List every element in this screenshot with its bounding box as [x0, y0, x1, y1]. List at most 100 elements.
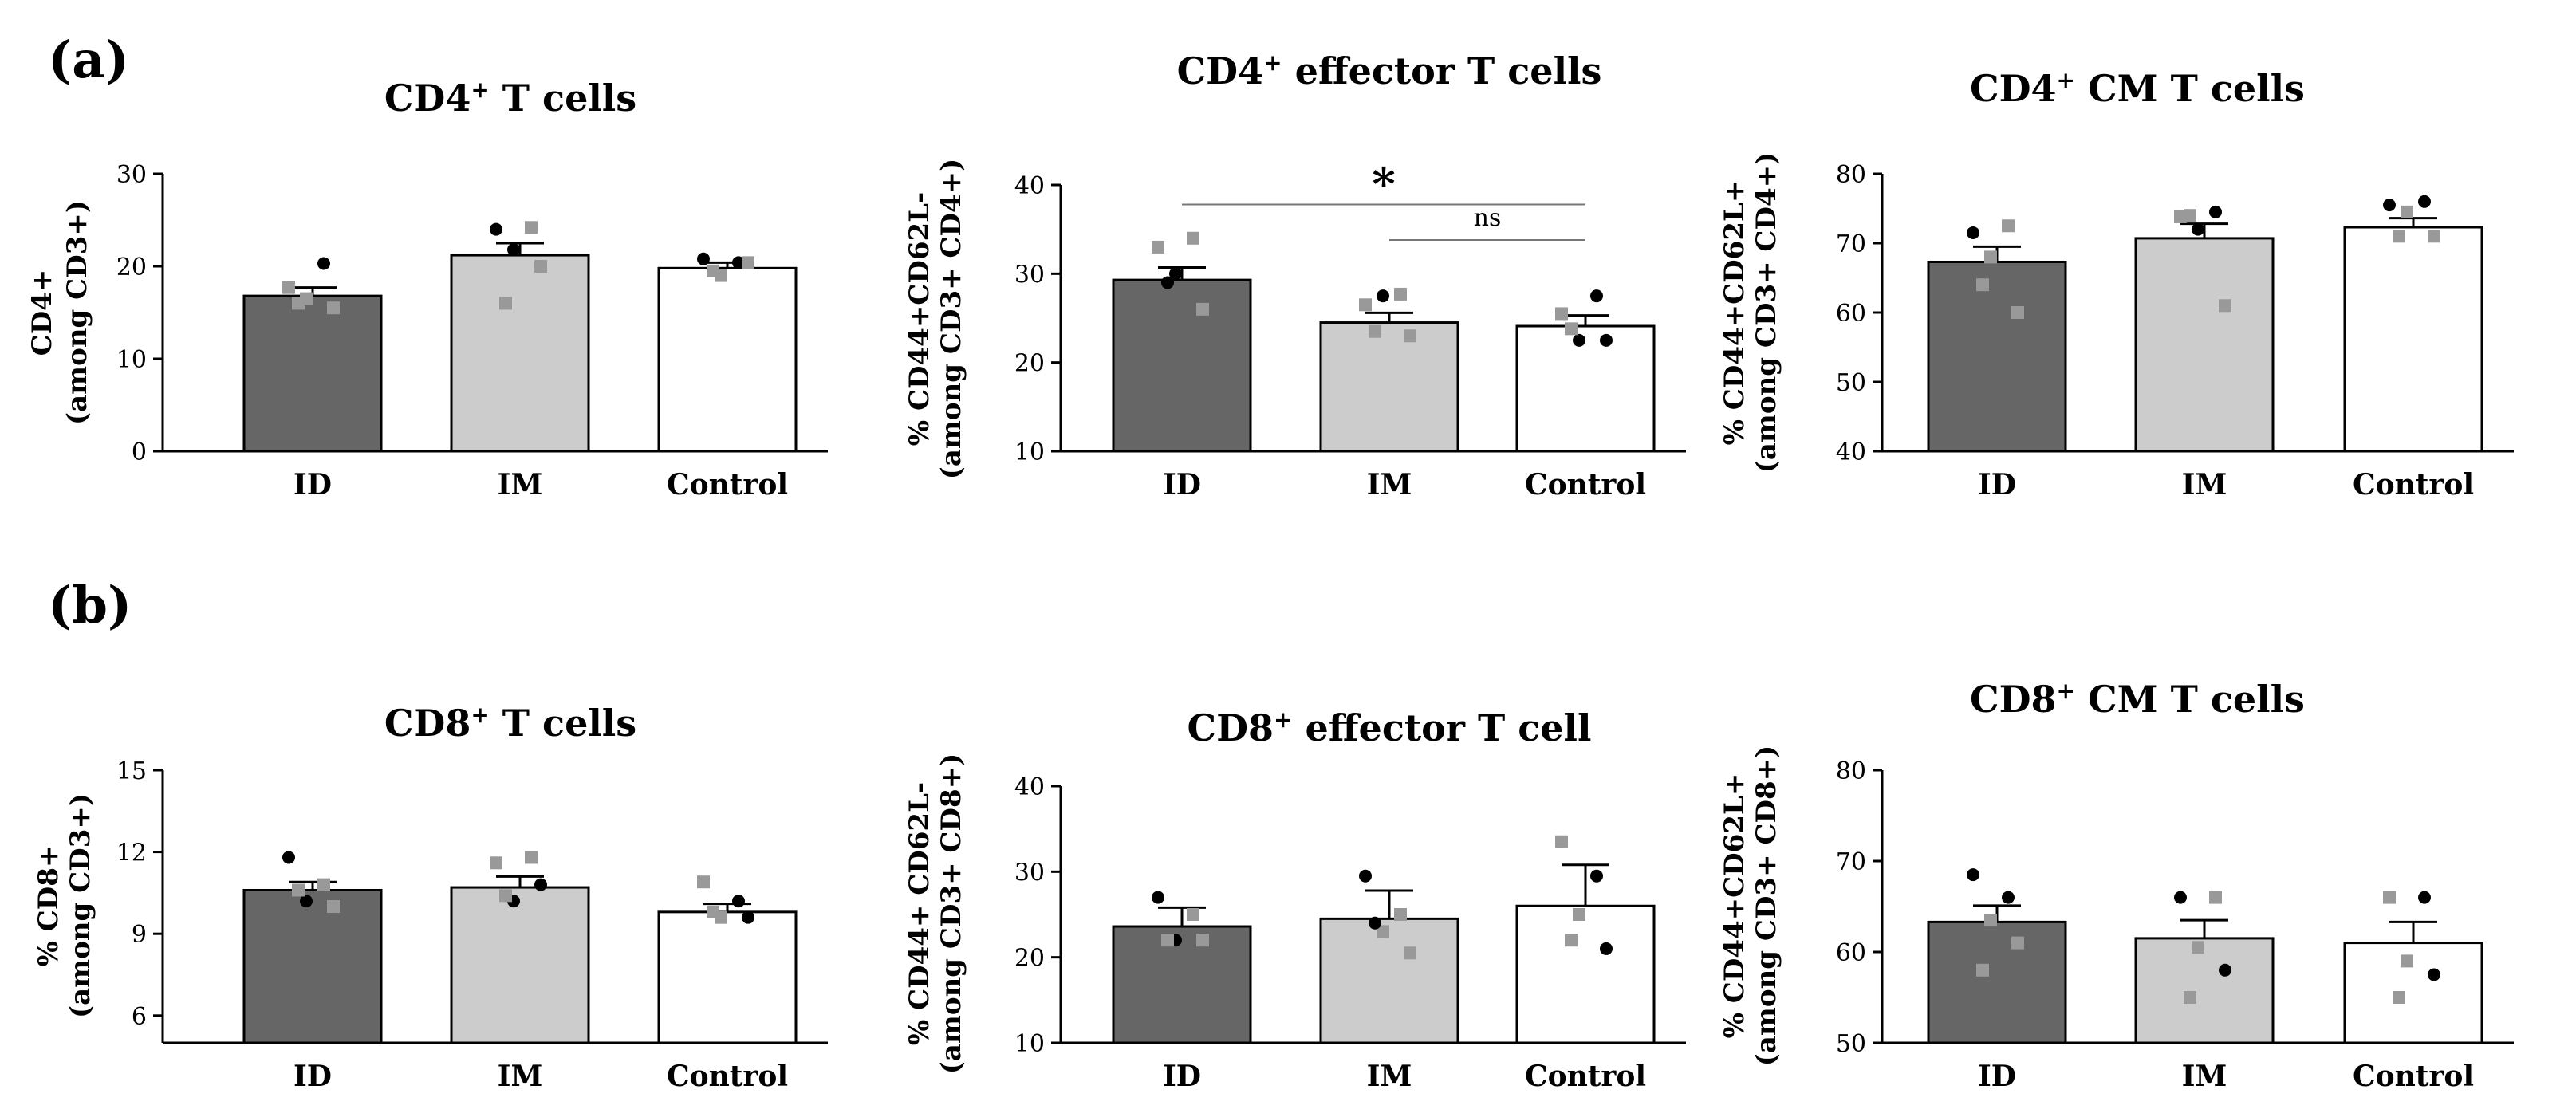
- data-point: [2219, 299, 2231, 313]
- chart-svg: 0 10 20 30 CD4+ (among CD3+) ID IM Control: [26, 161, 828, 501]
- y-tick-label: 70: [1836, 848, 1866, 876]
- data-point: [2174, 891, 2187, 904]
- data-point: [1967, 226, 1979, 239]
- bar-im: [2134, 237, 2275, 453]
- y-tick-label: 10: [116, 346, 147, 374]
- data-point: [1565, 322, 1578, 336]
- data-point: [525, 221, 538, 234]
- data-point: [534, 260, 547, 273]
- x-tick-label: Control: [2353, 1060, 2474, 1093]
- data-point: [292, 883, 305, 897]
- x-tick-label: Control: [1525, 468, 1646, 501]
- x-tick-label: IM: [2182, 1060, 2227, 1093]
- chart-cd4-effector-t-cells: CD4+ effector T cells 10 20 30 40 % CD44+CD6…: [853, 0, 1715, 558]
- data-point: [707, 264, 719, 277]
- data-point: [2383, 891, 2396, 904]
- bar-control: [657, 266, 798, 453]
- y-tick-label: 80: [1836, 757, 1866, 785]
- y-tick-label: 30: [116, 161, 147, 189]
- data-point: [327, 900, 340, 913]
- bar-im: [450, 254, 590, 453]
- data-point: [2011, 306, 2024, 319]
- data-point: [1377, 289, 1389, 303]
- y-tick-label: 40: [1836, 439, 1866, 466]
- data-point: [327, 301, 340, 315]
- data-point: [1152, 891, 1164, 904]
- data-point: [1590, 289, 1603, 303]
- bar-id: [1112, 278, 1252, 453]
- data-point: [1377, 925, 1389, 938]
- bar-id: [242, 294, 383, 453]
- data-point: [2418, 891, 2431, 904]
- y-axis-label: % CD44+CD62L+: [1719, 180, 1751, 446]
- bar-control: [657, 910, 798, 1044]
- bar-im: [2134, 937, 2275, 1044]
- y-axis-label: (among CD3+ CD4+): [1751, 152, 1782, 473]
- data-point: [2209, 891, 2222, 904]
- y-tick-label: 50: [1836, 369, 1866, 397]
- y-tick-label: 60: [1836, 300, 1866, 328]
- data-point: [2209, 205, 2222, 218]
- data-point: [534, 878, 547, 891]
- data-point: [1359, 869, 1372, 883]
- data-point: [1984, 250, 1997, 264]
- chart-cd4-cm-t-cells: CD4+ CM T cells 40 50 60 70 80 % CD44+CD62L+(…: [1715, 0, 2576, 558]
- bar-im: [1319, 917, 1459, 1044]
- data-point: [490, 856, 502, 870]
- data-point: [1573, 908, 1585, 921]
- bar-control: [2343, 226, 2483, 453]
- data-point: [499, 889, 512, 903]
- data-point: [292, 297, 305, 310]
- chart-cd4-t-cells: CD4+ T cells 0 10 20 30 CD4+ (among CD3+) ID IM…: [0, 0, 853, 558]
- data-point: [300, 895, 313, 908]
- y-tick-label: 60: [1836, 939, 1866, 967]
- data-point: [1404, 946, 1416, 960]
- y-tick-label: 70: [1836, 230, 1866, 258]
- y-axis-label: % CD44+CD62L+: [1719, 773, 1751, 1039]
- x-tick-label: IM: [1367, 468, 1412, 501]
- data-point: [1359, 298, 1372, 312]
- data-point: [1600, 942, 1613, 955]
- x-tick-label: Control: [2353, 468, 2474, 501]
- y-axis-label: (among CD3+): [61, 200, 93, 425]
- data-point: [317, 878, 330, 891]
- data-point: [1984, 914, 1997, 927]
- y-axis-label: (among CD3+ CD4+): [935, 159, 967, 479]
- significance-label: *: [1372, 158, 1395, 210]
- data-point: [525, 851, 538, 864]
- data-point: [1169, 267, 1182, 281]
- y-axis-label: % CD44+ CD62L-: [904, 782, 935, 1045]
- y-tick-label: 15: [116, 757, 147, 785]
- data-point: [2418, 195, 2431, 208]
- y-tick-label: 12: [116, 840, 147, 867]
- data-point: [1369, 916, 1381, 930]
- bar-im: [450, 886, 590, 1044]
- x-tick-label: IM: [498, 1060, 543, 1093]
- y-tick-label: 40: [1014, 172, 1045, 200]
- y-axis-label: (among CD3+ CD8+): [1751, 745, 1782, 1066]
- y-tick-label: 6: [132, 1003, 147, 1031]
- x-tick-label: ID: [293, 468, 332, 501]
- chart-svg: 10 20 30 40 % CD44+CD62L- (among CD3+ CD4+) ID…: [904, 158, 1686, 501]
- y-axis-label: CD4+: [26, 269, 58, 356]
- data-point: [1152, 240, 1164, 254]
- chart-title: CD4+ effector T cells: [1176, 49, 1602, 92]
- data-point: [1600, 333, 1613, 347]
- y-tick-label: 50: [1836, 1030, 1866, 1058]
- y-tick-label: 9: [132, 921, 147, 949]
- x-tick-label: ID: [1163, 1060, 1201, 1093]
- data-point: [1161, 934, 1174, 947]
- data-point: [2383, 199, 2396, 212]
- x-tick-label: ID: [1978, 1060, 2016, 1093]
- data-point: [707, 905, 719, 918]
- y-tick-label: 20: [1014, 945, 1045, 973]
- data-point: [282, 281, 295, 294]
- y-tick-label: 30: [1014, 261, 1045, 289]
- data-point: [2192, 222, 2204, 236]
- data-point: [507, 243, 520, 257]
- data-point: [282, 851, 295, 864]
- x-tick-label: IM: [2182, 468, 2227, 501]
- bar-id: [242, 888, 383, 1044]
- panel-label-b: (b): [48, 576, 132, 635]
- chart-title: CD8+ CM T cells: [1970, 678, 2305, 721]
